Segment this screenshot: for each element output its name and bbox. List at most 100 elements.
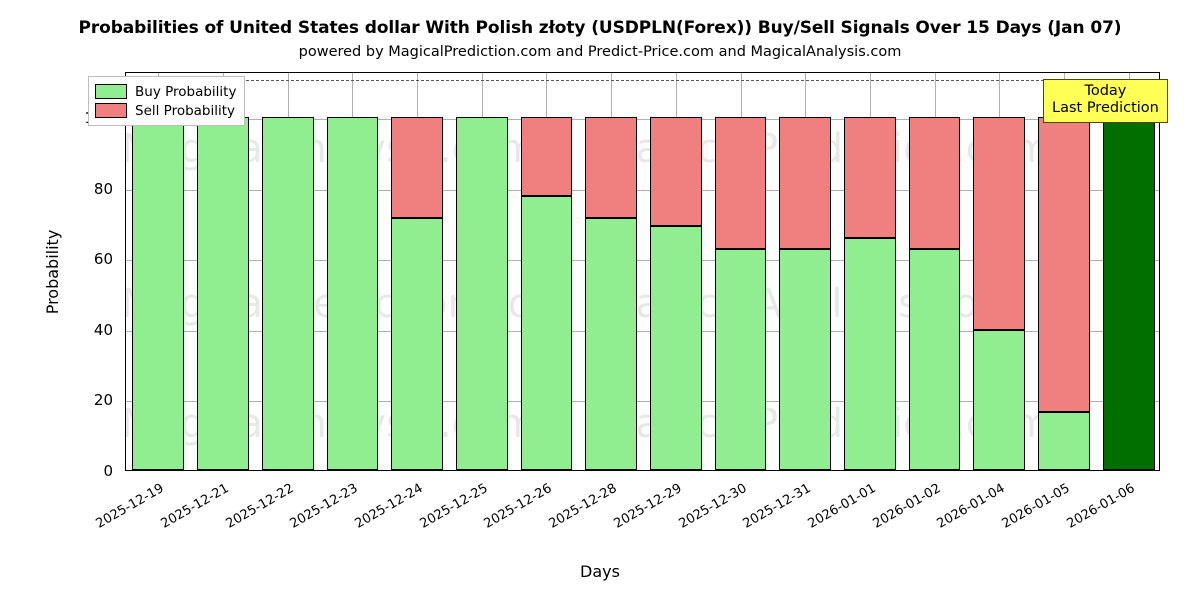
bar-segment-buy[interactable] bbox=[585, 217, 638, 470]
bar-segment-buy[interactable] bbox=[455, 116, 508, 470]
bar-group[interactable] bbox=[973, 73, 1026, 470]
x-tick-mark bbox=[482, 470, 483, 471]
bar-group[interactable] bbox=[132, 73, 185, 470]
bar-group[interactable] bbox=[714, 73, 767, 470]
bar-group[interactable] bbox=[261, 73, 314, 470]
y-axis-title: Probability bbox=[42, 229, 62, 314]
bar-segment-sell[interactable] bbox=[844, 116, 896, 238]
bar-group[interactable] bbox=[779, 73, 832, 470]
bar-group[interactable] bbox=[391, 73, 443, 470]
bar-segment-sell[interactable] bbox=[1038, 116, 1090, 413]
bar-segment-sell[interactable] bbox=[391, 116, 443, 218]
today-annotation-line2: Last Prediction bbox=[1052, 100, 1159, 117]
y-tick-mark bbox=[125, 401, 126, 402]
x-tick-label: 2025-12-22 bbox=[223, 481, 297, 532]
gridline-horizontal bbox=[126, 189, 1159, 191]
bar-segment-buy[interactable] bbox=[326, 116, 379, 470]
x-axis-title: Days bbox=[580, 562, 620, 581]
legend-item-buy: Buy Probability bbox=[95, 82, 236, 101]
legend-label-buy: Buy Probability bbox=[135, 83, 237, 100]
bar-segment-buy[interactable] bbox=[779, 248, 832, 470]
bar-group[interactable] bbox=[1102, 73, 1155, 470]
x-tick-mark bbox=[870, 470, 871, 471]
bar-segment-buy[interactable] bbox=[261, 116, 314, 470]
page-subtitle: powered by MagicalPrediction.com and Pre… bbox=[298, 44, 902, 60]
x-tick-mark bbox=[1064, 470, 1065, 471]
bar-segment-today[interactable] bbox=[1102, 116, 1155, 470]
bar-segment-buy[interactable] bbox=[197, 116, 249, 470]
y-tick-label: 60 bbox=[93, 250, 113, 269]
y-tick-label: 80 bbox=[93, 179, 113, 198]
bar-group[interactable] bbox=[649, 73, 702, 470]
x-tick-label: 2025-12-30 bbox=[676, 481, 750, 532]
today-annotation-line1: Today bbox=[1084, 83, 1127, 99]
bar-segment-buy[interactable] bbox=[1038, 412, 1090, 470]
legend-swatch-buy bbox=[95, 84, 127, 99]
y-tick-label: 20 bbox=[93, 391, 113, 410]
legend-label-sell: Sell Probability bbox=[135, 102, 236, 119]
bar-segment-buy[interactable] bbox=[649, 226, 702, 470]
page-title: Probabilities of United States dollar Wi… bbox=[78, 18, 1122, 38]
x-tick-mark bbox=[999, 470, 1000, 471]
x-tick-label: 2025-12-25 bbox=[417, 481, 491, 532]
x-tick-mark bbox=[935, 470, 936, 471]
bar-group[interactable] bbox=[520, 73, 573, 470]
bar-segment-sell[interactable] bbox=[779, 116, 832, 249]
x-tick-mark bbox=[417, 470, 418, 471]
bar-group[interactable] bbox=[844, 73, 896, 470]
y-tick-mark bbox=[125, 190, 126, 191]
gridline-horizontal bbox=[126, 260, 1159, 262]
x-tick-mark bbox=[611, 470, 612, 471]
x-tick-mark bbox=[1129, 470, 1130, 471]
legend: Buy Probability Sell Probability bbox=[88, 76, 246, 126]
y-tick-mark bbox=[125, 331, 126, 332]
x-tick-label: 2026-01-01 bbox=[805, 481, 879, 532]
bar-group[interactable] bbox=[585, 73, 638, 470]
x-tick-label: 2025-12-26 bbox=[482, 481, 555, 532]
gridline-horizontal bbox=[126, 330, 1159, 332]
x-tick-label: 2025-12-31 bbox=[740, 481, 814, 532]
bar-group[interactable] bbox=[1038, 73, 1090, 470]
today-annotation: Today Last Prediction bbox=[1043, 79, 1168, 124]
bar-group[interactable] bbox=[326, 73, 379, 470]
bar-group[interactable] bbox=[908, 73, 961, 470]
legend-swatch-sell bbox=[95, 103, 127, 118]
legend-item-sell: Sell Probability bbox=[95, 101, 236, 120]
bar-segment-buy[interactable] bbox=[391, 217, 443, 470]
x-tick-label: 2025-12-21 bbox=[158, 481, 232, 532]
x-tick-label: 2025-12-29 bbox=[611, 481, 685, 532]
x-tick-mark bbox=[288, 470, 289, 471]
x-tick-label: 2026-01-05 bbox=[999, 481, 1073, 532]
x-tick-label: 2026-01-06 bbox=[1064, 481, 1138, 532]
bar-segment-sell[interactable] bbox=[520, 116, 573, 196]
bar-segment-sell[interactable] bbox=[714, 116, 767, 249]
x-tick-label: 2026-01-04 bbox=[934, 481, 1008, 532]
x-tick-mark bbox=[741, 470, 742, 471]
x-tick-label: 2025-12-19 bbox=[93, 481, 167, 532]
x-tick-mark bbox=[352, 470, 353, 471]
y-tick-label: 40 bbox=[93, 320, 113, 339]
bar-segment-sell[interactable] bbox=[585, 116, 638, 218]
bar-segment-buy[interactable] bbox=[520, 196, 573, 470]
bar-segment-buy[interactable] bbox=[714, 248, 767, 470]
bar-group[interactable] bbox=[197, 73, 249, 470]
bar-segment-buy[interactable] bbox=[908, 248, 961, 470]
x-tick-mark bbox=[546, 470, 547, 471]
x-tick-mark bbox=[676, 470, 677, 471]
bar-group[interactable] bbox=[455, 73, 508, 470]
bar-segment-buy[interactable] bbox=[973, 330, 1026, 470]
bar-segment-buy[interactable] bbox=[132, 116, 185, 470]
x-tick-mark bbox=[223, 470, 224, 471]
x-tick-label: 2025-12-23 bbox=[287, 481, 361, 532]
x-tick-label: 2025-12-24 bbox=[352, 481, 426, 532]
bar-segment-sell[interactable] bbox=[908, 116, 961, 249]
gridline-horizontal bbox=[126, 401, 1159, 403]
bar-segment-sell[interactable] bbox=[973, 116, 1026, 331]
x-tick-mark bbox=[158, 470, 159, 471]
x-tick-label: 2026-01-02 bbox=[870, 481, 944, 532]
bar-segment-buy[interactable] bbox=[844, 237, 896, 470]
plot-area: MagicalAnalysis.comMagicalPrediction.com… bbox=[125, 72, 1160, 471]
bar-segment-sell[interactable] bbox=[649, 116, 702, 227]
x-tick-mark bbox=[805, 470, 806, 471]
